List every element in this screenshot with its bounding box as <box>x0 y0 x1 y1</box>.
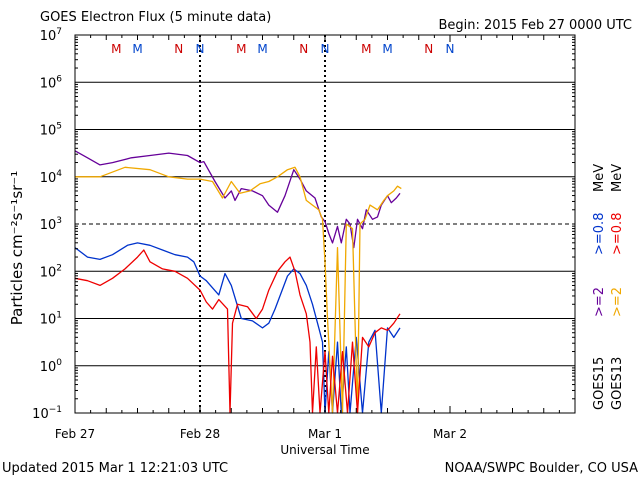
local-time-marker: N <box>174 42 183 56</box>
credit-line: NOAA/SWPC Boulder, CO USA <box>444 461 638 476</box>
local-time-marker: N <box>424 42 433 56</box>
series-line-goes13_high <box>75 166 402 414</box>
y-tick-label: 106 <box>40 74 63 91</box>
local-time-marker: N <box>299 42 308 56</box>
y-tick-label: 103 <box>40 216 62 233</box>
series-line-goes15_low <box>74 242 401 414</box>
local-time-marker: N <box>446 42 455 56</box>
legend-satellite-label: GOES13 <box>610 357 625 410</box>
local-time-marker: N <box>321 42 330 56</box>
legend-item: >=2 <box>610 287 625 317</box>
x-tick-label: Feb 28 <box>180 427 220 441</box>
day-boundary-lines <box>199 35 326 413</box>
series-line-goes13_low <box>74 249 401 414</box>
legend-item: >=0.8 <box>610 213 625 255</box>
x-tick-label: Feb 27 <box>55 427 95 441</box>
x-tick-label: Mar 1 <box>308 427 342 441</box>
y-ticks: 107 106 105 104 103 102 101 100 10−1 <box>32 27 575 422</box>
y-tick-label: 104 <box>40 169 63 186</box>
y-axis-label: Particles cm⁻²s⁻¹sr⁻¹ <box>8 171 26 325</box>
legend-unit: MeV <box>592 164 607 192</box>
legend-unit: MeV <box>610 164 625 192</box>
legend: GOES15 >=2 >=0.8 MeV GOES13 >=2 >=0.8 MeV <box>592 164 625 410</box>
local-time-marker: N <box>196 42 205 56</box>
x-axis-label: Universal Time <box>280 443 369 457</box>
local-time-marker: M <box>236 42 246 56</box>
local-time-marker: M <box>361 42 371 56</box>
local-time-marker: M <box>382 42 392 56</box>
y-tick-label: 100 <box>40 358 63 375</box>
chart-title: GOES Electron Flux (5 minute data) <box>40 10 272 25</box>
y-tick-label: 10−1 <box>32 405 62 422</box>
y-tick-label: 101 <box>40 311 62 328</box>
local-time-marker: M <box>111 42 121 56</box>
begin-time: Begin: 2015 Feb 27 0000 UTC <box>438 18 632 33</box>
y-tick-label: 107 <box>40 27 62 44</box>
legend-item: >=0.8 <box>592 213 607 255</box>
local-time-marker: M <box>132 42 142 56</box>
y-tick-label: 102 <box>40 263 62 280</box>
local-time-marker: M <box>257 42 267 56</box>
updated-time: Updated 2015 Mar 1 12:21:03 UTC <box>2 461 229 476</box>
series-line-goes15_high <box>74 150 401 249</box>
legend-satellite-label: GOES15 <box>592 357 607 410</box>
grid-lines <box>75 81 575 367</box>
legend-item: >=2 <box>592 287 607 317</box>
x-ticks: Feb 27 Feb 28 Mar 1 Mar 2 <box>55 35 576 441</box>
series-group <box>74 150 402 414</box>
x-tick-label: Mar 2 <box>433 427 467 441</box>
y-tick-label: 105 <box>40 122 62 139</box>
